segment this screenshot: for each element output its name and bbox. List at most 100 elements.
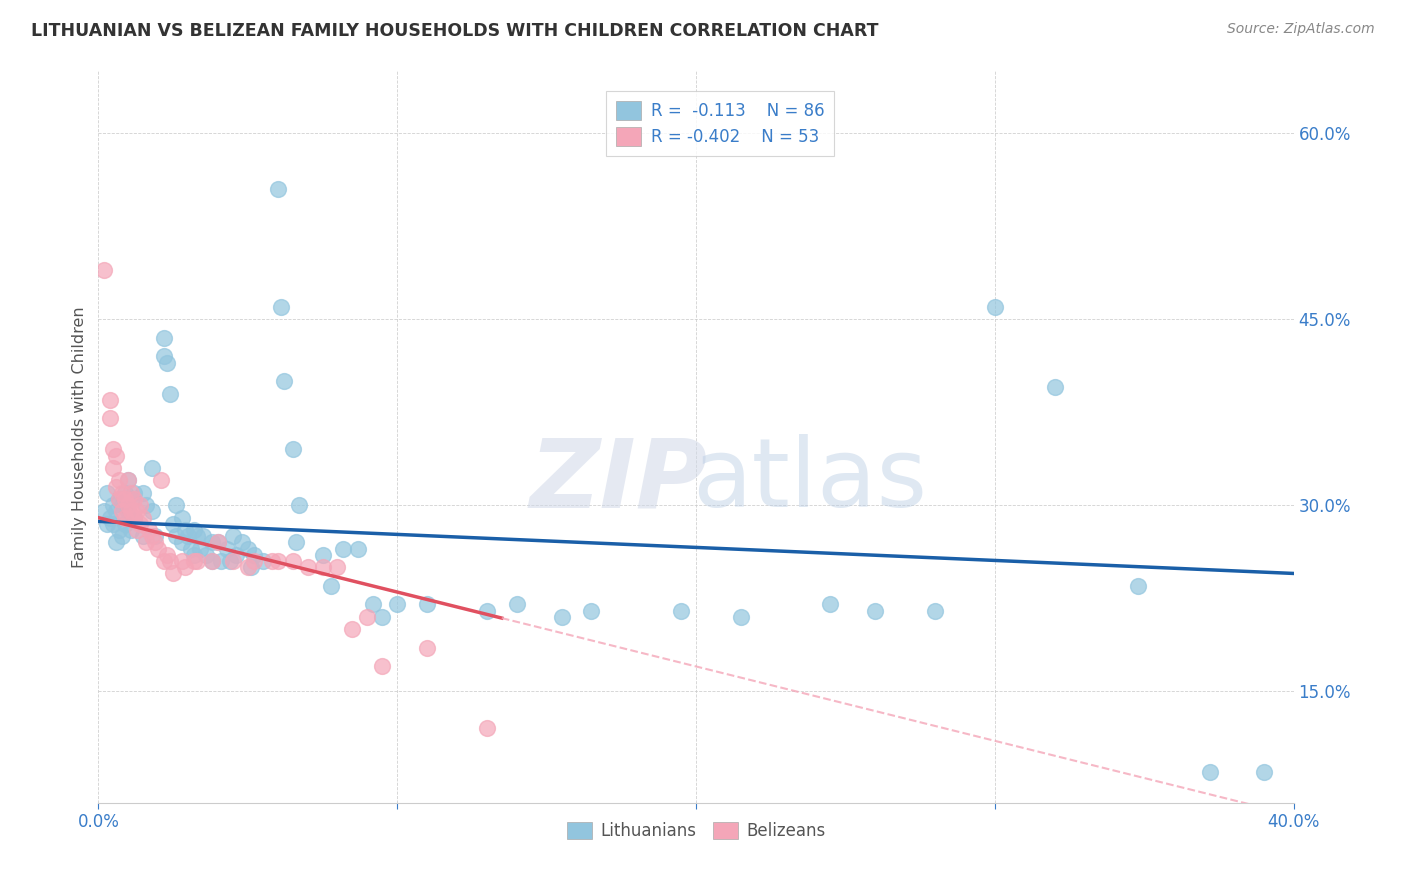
Point [180,541,202,556]
Point [108,474,131,488]
Point [159,386,181,401]
Point [287,498,309,512]
Point [103,498,125,512]
Y-axis label: Family Households with Children: Family Households with Children [72,306,87,568]
Point [120,486,142,500]
Point [114,516,136,531]
Point [730,610,752,624]
Point [108,491,131,506]
Point [93,262,115,277]
Point [363,598,385,612]
Point [98,411,122,425]
Point [1128,579,1150,593]
Point [174,560,197,574]
Point [865,604,887,618]
Point [1043,380,1066,394]
Point [129,498,152,512]
Point [183,548,205,562]
Point [311,560,333,574]
Point [281,554,304,568]
Point [174,523,197,537]
Point [177,529,200,543]
Point [111,529,134,543]
Point [924,604,946,618]
Point [201,535,224,549]
Point [103,442,125,457]
Point [506,598,529,612]
Point [550,610,572,624]
Point [117,474,139,488]
Point [103,461,125,475]
Point [105,480,128,494]
Point [416,640,439,655]
Point [239,560,262,574]
Point [127,504,149,518]
Point [195,548,218,562]
Point [117,474,139,488]
Point [120,523,142,537]
Point [150,474,173,488]
Point [143,529,166,543]
Point [105,535,128,549]
Point [111,498,134,512]
Point [183,554,205,568]
Point [267,554,290,568]
Point [141,461,163,475]
Point [222,554,245,568]
Point [207,535,229,549]
Point [103,516,125,531]
Point [114,491,136,506]
Point [153,554,176,568]
Point [105,449,128,463]
Point [297,560,319,574]
Point [132,486,155,500]
Point [114,486,136,500]
Point [475,604,498,618]
Point [93,504,115,518]
Point [273,374,295,388]
Point [215,541,238,556]
Point [165,529,187,543]
Point [1199,764,1222,779]
Point [114,510,136,524]
Point [347,541,370,556]
Point [153,350,176,364]
Point [371,659,394,673]
Point [326,560,349,574]
Point [124,510,146,524]
Text: atlas: atlas [692,434,927,527]
Point [162,566,184,581]
Point [475,722,498,736]
Text: LITHUANIAN VS BELIZEAN FAMILY HOUSEHOLDS WITH CHILDREN CORRELATION CHART: LITHUANIAN VS BELIZEAN FAMILY HOUSEHOLDS… [31,22,879,40]
Point [124,491,146,506]
Point [201,554,224,568]
Point [148,541,170,556]
Point [260,554,283,568]
Point [120,491,142,506]
Point [120,504,142,518]
Point [172,535,194,549]
Point [1253,764,1275,779]
Point [124,510,146,524]
Point [209,554,232,568]
Point [117,504,139,518]
Point [236,541,259,556]
Point [321,579,343,593]
Point [143,535,166,549]
Point [284,535,307,549]
Point [342,622,364,636]
Point [96,486,118,500]
Point [135,498,157,512]
Point [98,510,122,524]
Point [108,491,131,506]
Point [156,356,179,370]
Point [270,300,292,314]
Point [141,529,163,543]
Point [311,548,333,562]
Point [183,523,205,537]
Point [332,541,354,556]
Point [111,486,134,500]
Point [132,510,155,524]
Point [162,516,184,531]
Point [159,554,181,568]
